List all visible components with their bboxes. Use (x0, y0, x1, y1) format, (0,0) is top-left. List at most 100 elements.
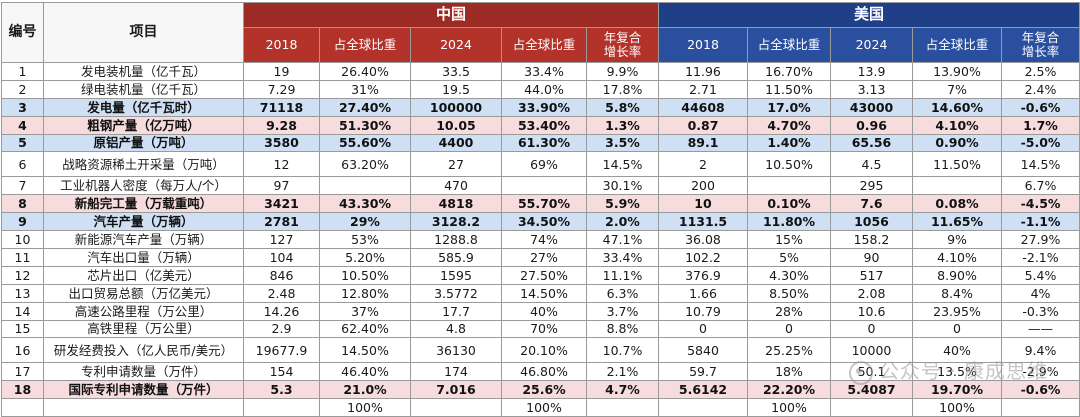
usa-cagr: -2.1% (1001, 248, 1080, 267)
row-number: 13 (1, 283, 44, 303)
china-2024-value: 17.7 (410, 301, 502, 321)
china-2024-share: 14.50% (501, 283, 587, 303)
usa-cagr: -1.1% (1001, 212, 1080, 232)
china-2024-value: 1595 (410, 265, 502, 285)
row-number: 5 (1, 133, 44, 153)
usa-2018-value: 59.7 (658, 362, 748, 382)
row-item: 战略资源稀土开采量（万吨） (43, 151, 244, 178)
usa-2024-value: 517 (830, 265, 913, 285)
china-cagr: 4.7% (586, 380, 659, 400)
usa-2024-share: 14.60% (912, 97, 1002, 117)
usa-2018-value: 2 (658, 151, 748, 178)
china-cagr: 2.0% (586, 212, 659, 232)
row-item: 汽车产量（万辆） (43, 212, 244, 232)
china-2018-share: 10.50% (319, 265, 411, 285)
china-2024-share: 46.80% (501, 362, 587, 382)
usa-2024-share: 13.5% (912, 362, 1002, 382)
usa-2024-value: 3.13 (830, 79, 913, 99)
china-2024-share: 69% (501, 151, 587, 178)
row-item: 新能源汽车产量（万辆） (43, 230, 244, 250)
row-item: 发电量（亿千瓦时） (43, 97, 244, 117)
table-row: 4 粗钢产量（亿万吨） 9.28 51.30% 10.05 53.40% 1.3% 0.87 4… (1, 115, 1080, 135)
china-2024-share: 55.70% (501, 194, 587, 214)
usa-2024-value: 2.08 (830, 283, 913, 303)
china-cagr: 1.3% (586, 115, 659, 135)
usa-2024-value: 90 (830, 248, 913, 267)
usa-2018-value: 0 (658, 319, 748, 339)
china-2024-value: 100000 (410, 97, 502, 117)
table-row: 100% 100% 100% 100% (1, 398, 1080, 417)
row-item: 高铁里程（万公里） (43, 319, 244, 339)
usa-2018-value: 89.1 (658, 133, 748, 153)
china-2018-share: 14.50% (319, 337, 411, 364)
usa-2024-value: 43000 (830, 97, 913, 117)
usa-2018-value: 1.66 (658, 283, 748, 303)
usa-2024-share: 8.4% (912, 283, 1002, 303)
china-2024-share: 27% (501, 248, 587, 267)
usa-2018-share: 100% (747, 398, 831, 417)
table-row: 9 汽车产量（万辆） 2781 29% 3128.2 34.50% 2.0% 1131.5 11… (1, 212, 1080, 232)
usa-2024-value: 13.9 (830, 62, 913, 81)
header-china-cagr-line1: 年复合 (603, 29, 642, 45)
china-cagr: 5.8% (586, 97, 659, 117)
table-row: 11 汽车出口量（万辆） 104 5.20% 585.9 27% 33.4% 102.2 5% 9… (1, 248, 1080, 267)
row-number: 15 (1, 319, 44, 339)
row-number: 12 (1, 265, 44, 285)
china-2018-value: 2.9 (243, 319, 320, 339)
row-number: 3 (1, 97, 44, 117)
china-cagr: 10.7% (586, 337, 659, 364)
china-2024-share: 44.0% (501, 79, 587, 99)
row-item: 专利申请数量（万件） (43, 362, 244, 382)
china-2018-share: 5.20% (319, 248, 411, 267)
usa-cagr: 2.4% (1001, 79, 1080, 99)
china-2024-value: 4400 (410, 133, 502, 153)
header-china-share-2018: 占全球比重 (319, 27, 411, 63)
china-2024-share: 20.10% (501, 337, 587, 364)
china-2018-share: 21.0% (319, 380, 411, 400)
china-2018-value: 14.26 (243, 301, 320, 321)
usa-2024-share: 0 (912, 319, 1002, 339)
usa-2018-share: 17.0% (747, 97, 831, 117)
china-cagr: 33.4% (586, 248, 659, 267)
china-cagr: 17.8% (586, 79, 659, 99)
header-usa-share-2024: 占全球比重 (912, 27, 1002, 63)
usa-cagr: -4.5% (1001, 194, 1080, 214)
usa-2024-share: 9% (912, 230, 1002, 250)
row-number: 4 (1, 115, 44, 135)
china-2024-value: 4.8 (410, 319, 502, 339)
china-2024-share: 27.50% (501, 265, 587, 285)
usa-2018-share: 1.40% (747, 133, 831, 153)
header-item: 项目 (43, 2, 244, 63)
usa-cagr: 1.7% (1001, 115, 1080, 135)
row-number: 8 (1, 194, 44, 214)
usa-2018-share (747, 176, 831, 196)
usa-2018-share: 5% (747, 248, 831, 267)
china-2018-share: 51.30% (319, 115, 411, 135)
header-china-cagr-line2: 增长率 (603, 44, 642, 59)
usa-2018-value: 376.9 (658, 265, 748, 285)
china-2024-value: 19.5 (410, 79, 502, 99)
usa-2024-share: 11.50% (912, 151, 1002, 178)
usa-2024-value: 4.5 (830, 151, 913, 178)
china-2018-share: 31% (319, 79, 411, 99)
usa-2024-value: 10000 (830, 337, 913, 364)
china-2024-share: 61.30% (501, 133, 587, 153)
usa-2018-value: 200 (658, 176, 748, 196)
china-2024-value (410, 398, 502, 417)
usa-2018-value: 36.08 (658, 230, 748, 250)
usa-2024-share: 4.10% (912, 115, 1002, 135)
table-body: 1 发电装机量（亿千瓦） 19 26.40% 33.5 33.4% 9.9% 11.96 16.… (1, 62, 1080, 417)
usa-2024-value: 5.4087 (830, 380, 913, 400)
china-cagr: 8.8% (586, 319, 659, 339)
china-2024-value: 3128.2 (410, 212, 502, 232)
china-cagr: 5.9% (586, 194, 659, 214)
usa-2024-share: 8.90% (912, 265, 1002, 285)
china-2024-share (501, 176, 587, 196)
usa-cagr: -0.6% (1001, 97, 1080, 117)
row-item: 国际专利申请数量（万件） (43, 380, 244, 400)
china-cagr: 47.1% (586, 230, 659, 250)
china-2024-share: 70% (501, 319, 587, 339)
usa-cagr: 2.5% (1001, 62, 1080, 81)
usa-2018-share: 4.70% (747, 115, 831, 135)
row-number: 18 (1, 380, 44, 400)
